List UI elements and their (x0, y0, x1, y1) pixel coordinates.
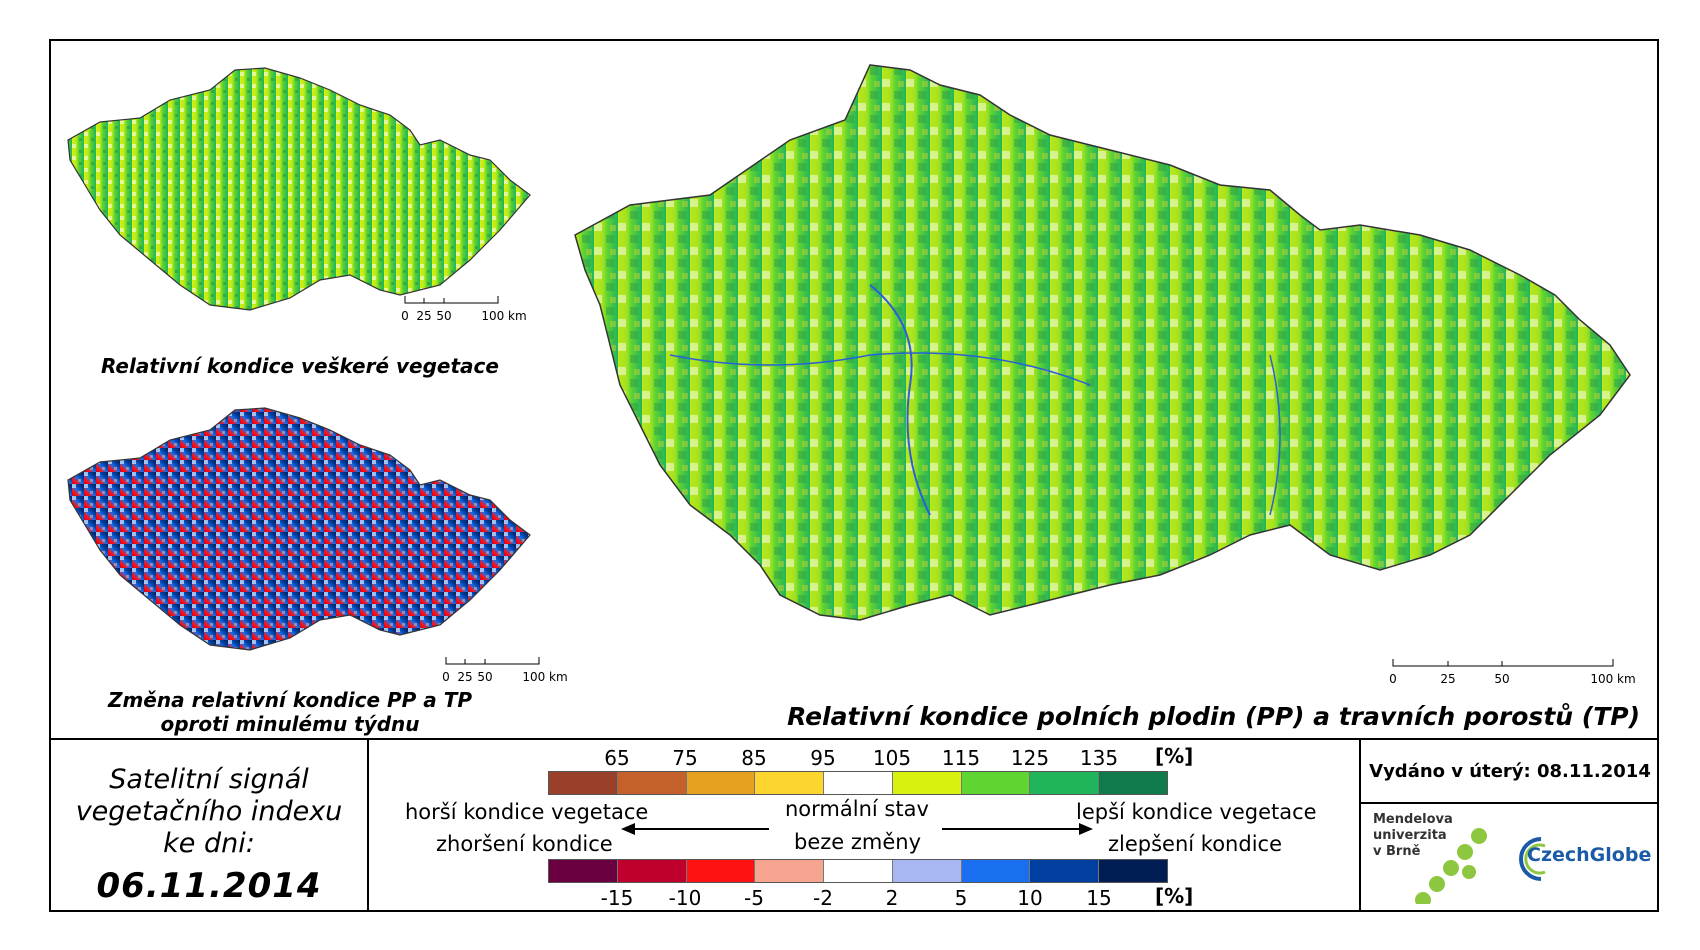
czech-outline-bottom (67, 407, 531, 651)
scale-tick: 100 km (1590, 672, 1636, 686)
scale-tick: 0 (401, 309, 409, 323)
legend-worsening: zhoršení kondice (436, 832, 613, 856)
legend: 65 75 85 95 105 115 125 135 [%] horší ko… (369, 740, 1359, 910)
scale-bar-main: 0 25 50 100 km (1389, 658, 1636, 688)
legend-top-tick: 135 (1079, 746, 1119, 770)
legend-bottom-tick: -5 (744, 886, 764, 910)
legend-top-unit: [%] (1155, 744, 1194, 768)
legend-bottom-tick: -2 (813, 886, 833, 910)
info-line2: vegetačního indexu (75, 796, 343, 827)
legend-better-condition: lepší kondice vegetace (1076, 800, 1317, 824)
legend-condition-scale (548, 771, 1168, 795)
info-date: 06.11.2014 (96, 866, 322, 906)
legend-bottom-unit: [%] (1155, 884, 1194, 908)
map-title-top: Relativní kondice veškeré vegetace (101, 354, 499, 378)
scale-tick: 25 (416, 309, 432, 323)
legend-change-swatch (1099, 860, 1168, 882)
legend-change-swatch (892, 860, 962, 882)
legend-condition-swatch (824, 772, 893, 794)
map-weekly-change (60, 400, 560, 680)
scale-tick: 50 (436, 309, 452, 323)
legend-change-swatch (755, 860, 825, 882)
czech-outline-main (574, 64, 1631, 621)
map-title-bottom-line2: oproti minulému týdnu (160, 712, 420, 736)
legend-worse-condition: horší kondice vegetace (405, 800, 649, 824)
mendel-logo-line: v Brně (1373, 844, 1421, 859)
scale-tick: 100 km (481, 309, 527, 323)
logos: Mendelova univerzita v Brně CzechGlobe (1361, 804, 1659, 910)
legend-condition-swatch (1030, 772, 1100, 794)
map-title-bottom-line1: Změna relativní kondice PP a TP (107, 688, 473, 712)
scale-tick: 0 (442, 670, 450, 684)
scale-tick: 25 (457, 670, 473, 684)
scale-tick: 50 (1494, 672, 1510, 686)
legend-change-swatch (824, 860, 893, 882)
mendel-logo-line: univerzita (1373, 828, 1447, 843)
legend-top-tick: 125 (1010, 746, 1050, 770)
legend-top-tick: 65 (604, 746, 630, 770)
scale-tick: 50 (477, 670, 493, 684)
divider-left (367, 738, 369, 912)
legend-change-swatch (549, 860, 618, 882)
legend-condition-swatch (1099, 772, 1168, 794)
legend-condition-swatch (755, 772, 825, 794)
info-line3: ke dni: (163, 828, 255, 859)
legend-top-tick: 95 (810, 746, 836, 770)
arrow-right-icon (1079, 823, 1093, 835)
legend-bottom-tick: -10 (668, 886, 702, 910)
legend-bottom-tick: 5 (954, 886, 968, 910)
scale-bar-bottom: 0 25 50 100 km (442, 656, 568, 686)
map-vegetation-condition (60, 60, 560, 340)
legend-condition-swatch (961, 772, 1031, 794)
issued-date: Vydáno v úterý: 08.11.2014 (1361, 740, 1659, 804)
legend-condition-swatch (892, 772, 962, 794)
legend-no-change: beze změny (794, 830, 922, 854)
mendel-logo-text: Mendelova univerzita v Brně (1373, 812, 1453, 860)
scale-tick: 100 km (522, 670, 568, 684)
mendel-logo-icon (1415, 828, 1487, 904)
legend-change-swatch (686, 860, 756, 882)
divider-horizontal (49, 738, 1659, 740)
info-line1: Satelitní signál (109, 764, 309, 795)
czech-outline-top (67, 67, 531, 311)
legend-top-tick: 75 (672, 746, 698, 770)
legend-change-swatch (961, 860, 1031, 882)
mendel-logo-line: Mendelova (1373, 812, 1453, 827)
arrow-left-icon (621, 823, 635, 835)
legend-bottom-tick: 15 (1086, 886, 1112, 910)
legend-bottom-tick: -15 (600, 886, 634, 910)
legend-top-tick: 85 (741, 746, 767, 770)
legend-change-swatch (1030, 860, 1100, 882)
legend-improvement: zlepšení kondice (1108, 832, 1282, 856)
legend-top-tick: 105 (872, 746, 912, 770)
legend-change-swatch (617, 860, 687, 882)
scale-tick: 25 (1440, 672, 1456, 686)
legend-condition-swatch (549, 772, 618, 794)
map-crops-grassland (570, 55, 1640, 685)
legend-change-scale (548, 859, 1168, 883)
arrow-left-line (624, 828, 769, 830)
legend-bottom-tick: 2 (885, 886, 899, 910)
info-panel: Satelitní signál vegetačního indexu ke d… (51, 740, 367, 910)
legend-bottom-tick: 10 (1017, 886, 1043, 910)
legend-top-tick: 115 (941, 746, 981, 770)
scale-bar-top: 0 25 50 100 km (401, 295, 527, 325)
figure-frame (49, 39, 1659, 912)
czechglobe-logo-text: CzechGlobe (1527, 844, 1652, 866)
divider-right (1359, 738, 1361, 912)
map-title-bottom: Změna relativní kondice PP a TP oproti m… (60, 688, 520, 736)
legend-condition-swatch (617, 772, 687, 794)
scale-tick: 0 (1389, 672, 1397, 686)
arrow-right-line (942, 828, 1082, 830)
czechglobe-arc-icon (1519, 837, 1546, 881)
legend-condition-swatch (686, 772, 756, 794)
legend-normal-state: normální stav (785, 797, 929, 821)
map-title-main: Relativní kondice polních plodin (PP) a … (787, 702, 1640, 731)
